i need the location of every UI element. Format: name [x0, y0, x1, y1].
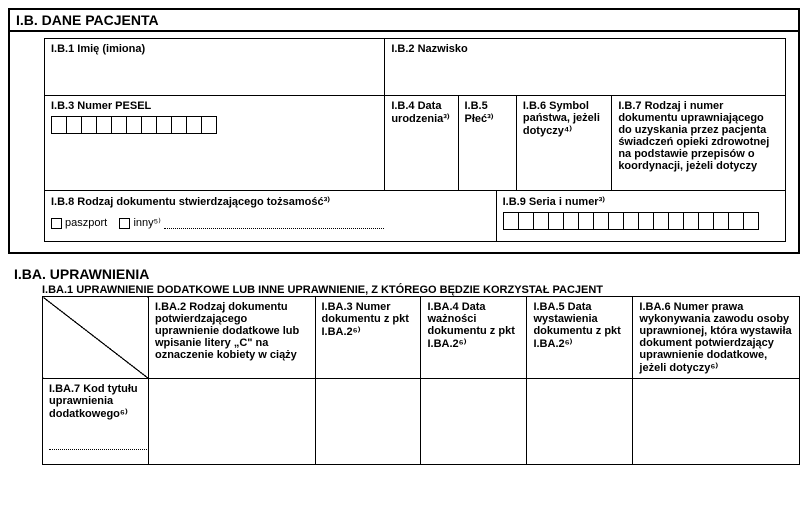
section-iba-body: I.BA.2 Rodzaj dokumentu potwierdzającego… [8, 296, 800, 465]
label-ib1: I.B.1 Imię (imiona) [51, 43, 145, 55]
cell-iba3[interactable] [315, 379, 421, 465]
label-ib2: I.B.2 Nazwisko [391, 43, 467, 55]
label-iba7: I.BA.7 Kod tytułu uprawnienia dodatkoweg… [49, 383, 138, 420]
label-ib7: I.B.7 Rodzaj i numer dokumentu uprawniaj… [618, 100, 769, 172]
section-iba-title: I.BA. UPRAWNIENIA [8, 264, 800, 282]
iba-data-row: I.BA.7 Kod tytułu uprawnienia dodatkoweg… [43, 379, 800, 465]
row-b8-b9: I.B.8 Rodzaj dokumentu stwierdzającego t… [44, 190, 786, 242]
section-iba-subtitle: I.BA.1 UPRAWNIENIE DODATKOWE LUB INNE UP… [8, 284, 800, 296]
cell-iba5[interactable] [527, 379, 633, 465]
pesel-boxes[interactable] [51, 116, 378, 134]
row-b1-b2: I.B.1 Imię (imiona) I.B.2 Nazwisko [44, 38, 786, 96]
header-iba3: I.BA.3 Numer dokumentu z pkt I.BA.2⁶⁾ [315, 297, 421, 379]
label-ib5: I.B.5 Płeć³⁾ [465, 100, 494, 125]
seria-boxes[interactable] [503, 212, 779, 230]
label-inny: inny⁵⁾ [133, 217, 160, 229]
row-b3-b7: I.B.3 Numer PESEL I.B.4 Data urodzenia³⁾… [44, 95, 786, 191]
cell-iba2[interactable] [148, 379, 315, 465]
field-ib9: I.B.9 Seria i numer³⁾ [496, 190, 786, 242]
field-ib8: I.B.8 Rodzaj dokumentu stwierdzającego t… [44, 190, 497, 242]
iba-header-row: I.BA.2 Rodzaj dokumentu potwierdzającego… [43, 297, 800, 379]
checkbox-inny[interactable] [119, 218, 130, 229]
field-ib5: I.B.5 Płeć³⁾ [458, 95, 517, 191]
diagonal-cell [43, 297, 149, 379]
field-ib3: I.B.3 Numer PESEL [44, 95, 385, 191]
label-ib8: I.B.8 Rodzaj dokumentu stwierdzającego t… [51, 196, 330, 208]
header-iba6: I.BA.6 Numer prawa wykonywania zawodu os… [633, 297, 800, 379]
checkbox-paszport[interactable] [51, 218, 62, 229]
cell-iba6[interactable] [633, 379, 800, 465]
section-ib-panel: I.B. DANE PACJENTA I.B.1 Imię (imiona) I… [8, 8, 800, 254]
field-iba7: I.BA.7 Kod tytułu uprawnienia dodatkoweg… [43, 379, 149, 465]
label-ib3: I.B.3 Numer PESEL [51, 100, 151, 112]
section-ib-body: I.B.1 Imię (imiona) I.B.2 Nazwisko I.B.3… [10, 32, 798, 252]
header-iba5: I.BA.5 Data wystawienia dokumentu z pkt … [527, 297, 633, 379]
label-ib9: I.B.9 Seria i numer³⁾ [503, 196, 605, 208]
label-ib6: I.B.6 Symbol państwa, jeżeli dotyczy⁴⁾ [523, 100, 600, 137]
iba-table: I.BA.2 Rodzaj dokumentu potwierdzającego… [42, 296, 800, 465]
field-ib7: I.B.7 Rodzaj i numer dokumentu uprawniaj… [611, 95, 786, 191]
cell-iba4[interactable] [421, 379, 527, 465]
label-ib4: I.B.4 Data urodzenia³⁾ [391, 100, 449, 125]
iba7-dotted-line[interactable] [49, 440, 149, 450]
header-iba2: I.BA.2 Rodzaj dokumentu potwierdzającego… [148, 297, 315, 379]
field-ib4: I.B.4 Data urodzenia³⁾ [384, 95, 458, 191]
label-paszport: paszport [65, 217, 107, 229]
ib8-options: paszport inny⁵⁾ [51, 216, 490, 229]
field-ib2: I.B.2 Nazwisko [384, 38, 786, 96]
section-ib-title: I.B. DANE PACJENTA [10, 10, 798, 32]
inny-dotted-line[interactable] [164, 219, 384, 229]
field-ib6: I.B.6 Symbol państwa, jeżeli dotyczy⁴⁾ [516, 95, 612, 191]
header-iba4: I.BA.4 Data ważności dokumentu z pkt I.B… [421, 297, 527, 379]
field-ib1: I.B.1 Imię (imiona) [44, 38, 385, 96]
